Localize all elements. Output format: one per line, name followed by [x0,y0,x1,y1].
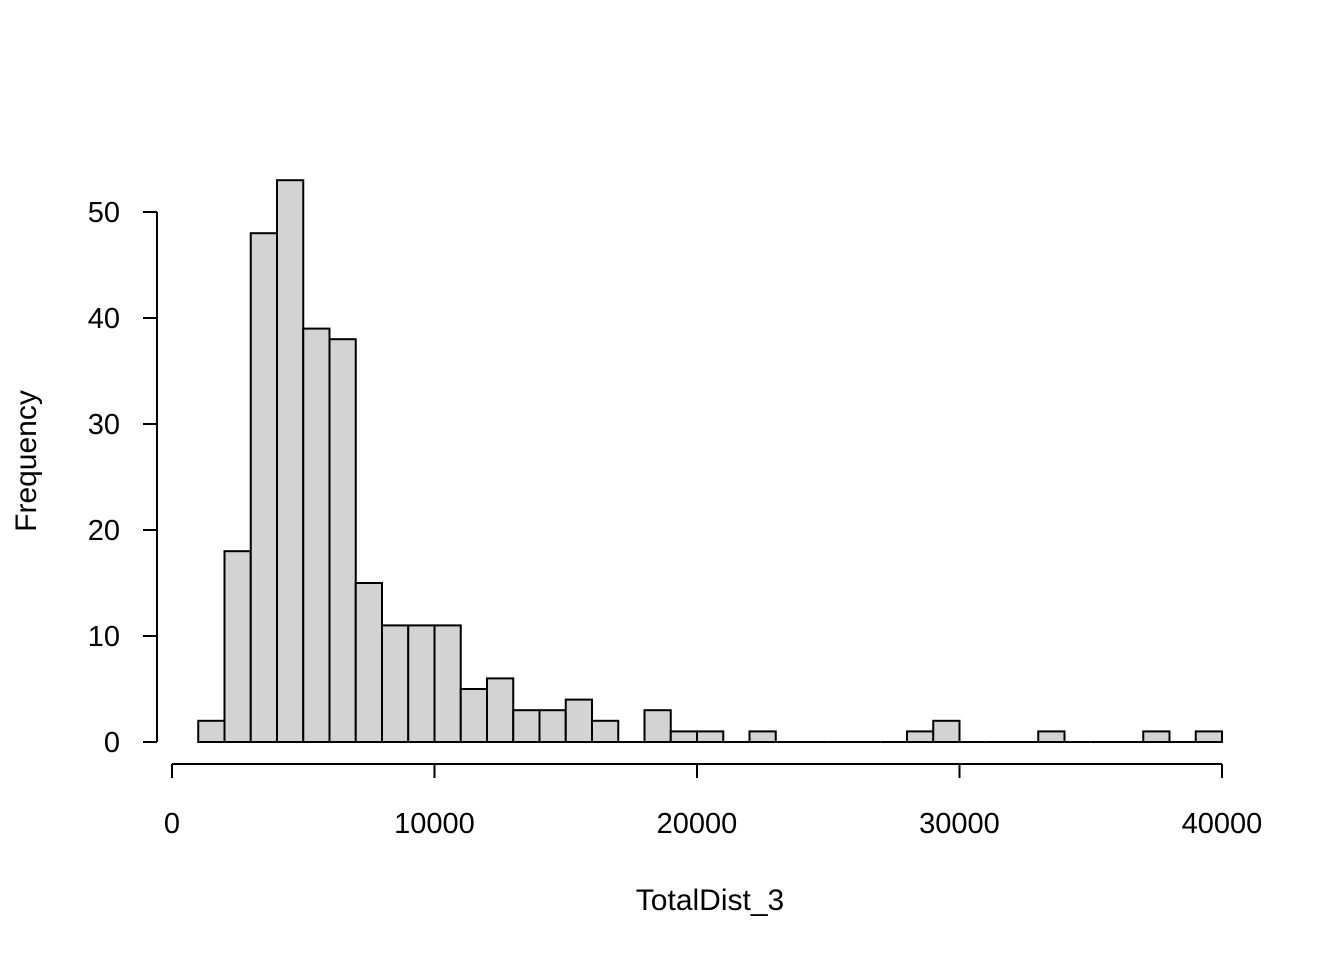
histogram-bar-27 [906,730,935,744]
y-tick-label-2: 20 [88,515,120,547]
histogram-bar-2 [249,232,278,743]
histogram-bar-9 [433,624,462,744]
y-tick-label-4: 40 [88,303,120,335]
histogram-bar-21 [748,730,777,744]
histogram-bar-19 [696,730,725,744]
histogram-bar-5 [328,338,357,743]
x-axis-title: TotalDist_3 [636,884,784,917]
y-axis: 0 10 20 30 40 50 [88,197,158,759]
histogram-bar-10 [459,688,488,743]
histogram-bar-11 [486,677,515,744]
x-tick-label-2: 20000 [657,808,738,840]
histogram-bar-18 [669,730,698,744]
histogram-bar-15 [591,719,620,743]
histogram-bar-0 [197,719,226,743]
x-tick-label-0: 0 [164,808,180,840]
histogram-bar-14 [564,698,593,743]
histogram-bar-17 [643,709,672,744]
histogram-bar-1 [223,550,252,744]
histogram-bar-38 [1194,730,1223,744]
histogram-bar-8 [407,624,436,744]
y-tick-label-1: 10 [88,621,120,653]
x-tick-label-3: 30000 [919,808,1000,840]
y-tick-label-3: 30 [88,409,120,441]
histogram-bar-7 [381,624,410,744]
y-tick-label-5: 50 [88,197,120,229]
histogram-bar-6 [354,582,383,743]
x-axis: 0 10000 20000 30000 40000 [164,763,1263,840]
histogram-bar-28 [932,719,961,743]
histogram-bar-36 [1142,730,1171,744]
y-axis-title: Frequency [10,390,43,532]
histogram-bars [197,179,1223,744]
y-tick-label-0: 0 [104,727,120,759]
histogram-bar-4 [302,327,331,743]
histogram-bar-3 [276,179,305,743]
x-tick-label-4: 40000 [1182,808,1263,840]
x-tick-label-1: 10000 [394,808,475,840]
histogram-bar-12 [512,709,541,744]
histogram-bar-13 [538,709,567,744]
histogram-bar-32 [1037,730,1066,744]
